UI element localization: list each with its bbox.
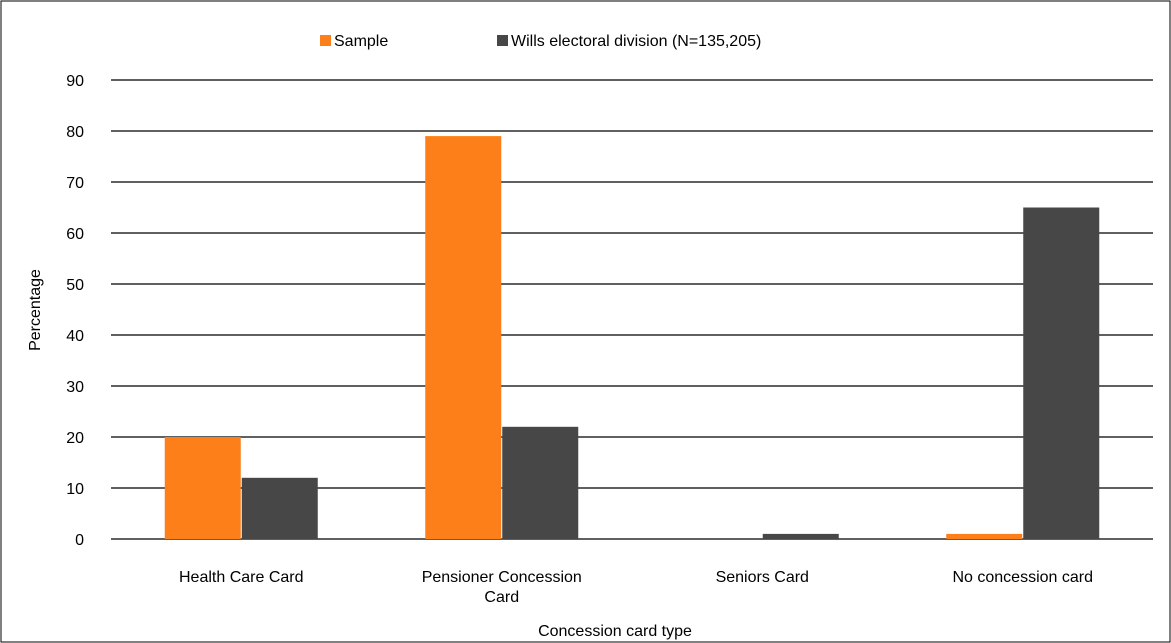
y-tick-label: 60 [66, 226, 84, 243]
y-tick-label: 50 [66, 277, 84, 294]
legend: Sample Wills electoral division (N=135,20… [320, 33, 761, 50]
bars [164, 136, 1100, 539]
x-tick-label: Health Care Card [179, 569, 304, 586]
x-tick-label: Card [484, 589, 519, 606]
x-axis-label: Concession card type [538, 623, 692, 640]
y-tick-label: 90 [66, 73, 84, 90]
y-tick-label: 10 [66, 481, 84, 498]
y-axis-ticks: 0 10 20 30 40 50 60 70 80 90 [66, 73, 84, 549]
y-tick-label: 20 [66, 430, 84, 447]
legend-swatch-0 [320, 35, 331, 46]
y-tick-label: 40 [66, 328, 84, 345]
y-tick-label: 80 [66, 124, 84, 141]
bar-sample-3 [946, 533, 1023, 539]
legend-swatch-1 [497, 35, 508, 46]
bar-wills-2 [762, 533, 839, 539]
y-axis-label: Percentage [27, 269, 44, 351]
legend-label-1: Wills electoral division (N=135,205) [511, 33, 761, 50]
bar-sample-0 [164, 437, 241, 539]
x-axis-ticks: Health Care Card Pensioner Concession Card… [179, 569, 1093, 606]
x-tick-label: No concession card [952, 569, 1093, 586]
y-tick-label: 0 [75, 532, 84, 549]
x-tick-label: Seniors Card [716, 569, 809, 586]
y-tick-label: 70 [66, 175, 84, 192]
bar-sample-1 [425, 136, 502, 539]
bar-wills-0 [241, 477, 318, 539]
y-tick-label: 30 [66, 379, 84, 396]
x-tick-label: Pensioner Concession [422, 569, 582, 586]
bar-wills-3 [1023, 207, 1100, 539]
bar-wills-1 [502, 426, 579, 539]
legend-label-0: Sample [334, 33, 388, 50]
